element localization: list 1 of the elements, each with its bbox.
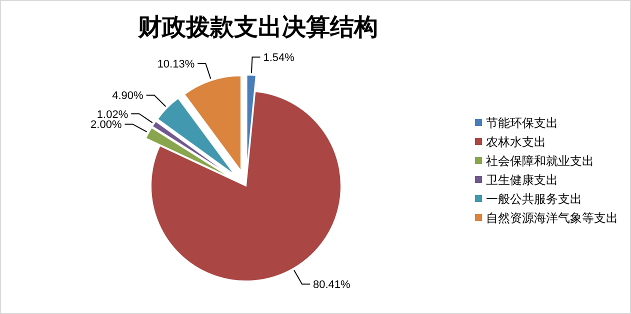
title: 财政拨款支出决算结构 [138, 15, 378, 41]
